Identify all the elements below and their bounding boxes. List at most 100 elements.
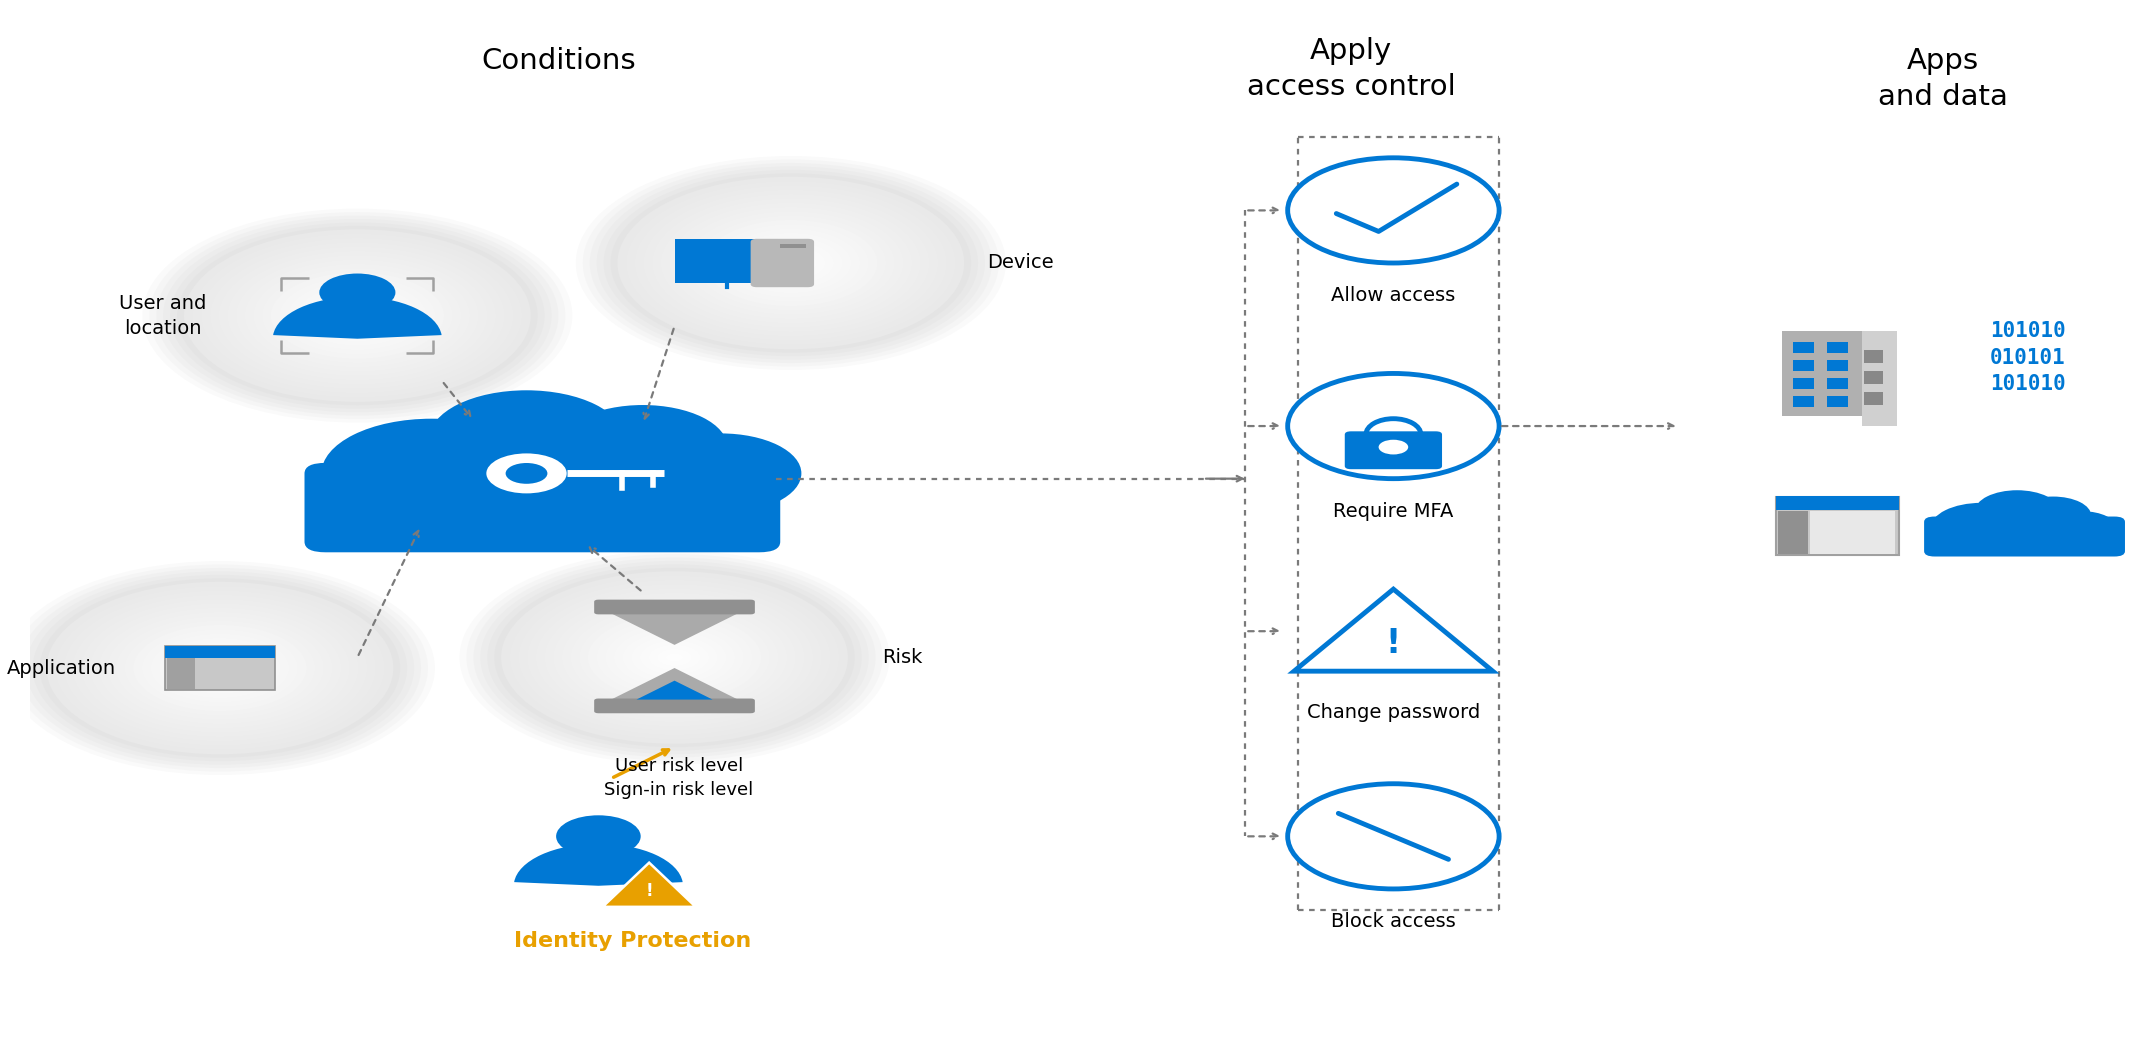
Circle shape <box>712 224 868 302</box>
Text: !: ! <box>645 882 654 901</box>
Circle shape <box>39 579 401 757</box>
Circle shape <box>583 160 999 366</box>
Polygon shape <box>611 668 738 700</box>
Circle shape <box>341 307 375 324</box>
Circle shape <box>502 571 847 744</box>
Text: Allow access: Allow access <box>1331 286 1456 305</box>
Circle shape <box>313 294 401 337</box>
Text: User and
location: User and location <box>120 294 206 338</box>
Text: Risk: Risk <box>881 648 922 667</box>
Circle shape <box>613 627 735 688</box>
Text: !: ! <box>1385 627 1400 661</box>
FancyBboxPatch shape <box>594 600 755 614</box>
FancyBboxPatch shape <box>1775 497 1900 510</box>
FancyBboxPatch shape <box>1827 396 1848 407</box>
Text: Block access: Block access <box>1331 912 1456 931</box>
Circle shape <box>605 623 744 692</box>
Circle shape <box>1289 784 1499 889</box>
Circle shape <box>639 641 710 674</box>
Circle shape <box>562 602 787 713</box>
Circle shape <box>506 463 547 484</box>
Circle shape <box>510 575 838 740</box>
Circle shape <box>570 606 778 709</box>
Circle shape <box>557 405 727 489</box>
Circle shape <box>480 561 868 754</box>
Circle shape <box>590 163 993 363</box>
Circle shape <box>279 277 435 355</box>
Circle shape <box>723 228 860 298</box>
Circle shape <box>184 651 255 685</box>
Circle shape <box>622 631 727 684</box>
Polygon shape <box>611 613 738 645</box>
Circle shape <box>210 242 504 389</box>
Circle shape <box>322 419 540 528</box>
FancyBboxPatch shape <box>1792 360 1814 371</box>
Circle shape <box>73 594 367 742</box>
Circle shape <box>519 580 830 735</box>
Circle shape <box>150 213 566 419</box>
Circle shape <box>219 246 495 385</box>
FancyBboxPatch shape <box>1863 350 1882 363</box>
FancyBboxPatch shape <box>780 244 806 248</box>
Circle shape <box>270 272 444 359</box>
Text: Change password: Change password <box>1308 703 1479 722</box>
Circle shape <box>660 198 920 328</box>
Circle shape <box>236 256 478 376</box>
Circle shape <box>474 558 875 757</box>
Circle shape <box>304 289 410 342</box>
Polygon shape <box>1295 589 1492 671</box>
Circle shape <box>81 599 358 737</box>
FancyBboxPatch shape <box>1923 517 2125 557</box>
Circle shape <box>332 303 384 328</box>
Circle shape <box>124 621 315 715</box>
FancyBboxPatch shape <box>167 658 195 689</box>
Circle shape <box>611 174 971 352</box>
Circle shape <box>553 598 795 717</box>
Circle shape <box>459 550 890 765</box>
FancyBboxPatch shape <box>165 646 274 690</box>
Circle shape <box>244 260 470 371</box>
Circle shape <box>169 222 545 409</box>
Circle shape <box>202 238 512 393</box>
Text: Application: Application <box>6 659 116 677</box>
Circle shape <box>587 614 761 701</box>
Circle shape <box>142 629 298 707</box>
Circle shape <box>617 177 965 349</box>
Polygon shape <box>602 863 695 907</box>
Circle shape <box>184 229 532 402</box>
Circle shape <box>2015 497 2090 534</box>
Text: User risk level
Sign-in risk level: User risk level Sign-in risk level <box>605 757 753 800</box>
Text: Conditions: Conditions <box>480 47 635 76</box>
Circle shape <box>262 268 452 363</box>
Circle shape <box>1930 503 2033 553</box>
Circle shape <box>107 612 332 724</box>
Circle shape <box>99 608 341 728</box>
FancyBboxPatch shape <box>304 463 780 552</box>
Circle shape <box>596 619 753 696</box>
FancyBboxPatch shape <box>165 646 274 658</box>
Circle shape <box>527 584 821 731</box>
Circle shape <box>1289 158 1499 263</box>
Circle shape <box>142 208 572 423</box>
Circle shape <box>150 633 289 703</box>
Circle shape <box>19 568 420 768</box>
Circle shape <box>678 207 903 319</box>
Circle shape <box>579 610 770 705</box>
Circle shape <box>686 211 894 315</box>
Circle shape <box>159 638 281 699</box>
Circle shape <box>116 616 324 720</box>
Circle shape <box>287 281 427 350</box>
Text: 101010
010101
101010: 101010 010101 101010 <box>1990 321 2065 394</box>
Circle shape <box>596 166 984 360</box>
FancyBboxPatch shape <box>1792 396 1814 407</box>
Circle shape <box>26 571 414 765</box>
Circle shape <box>765 250 817 276</box>
Circle shape <box>757 246 825 280</box>
Wedge shape <box>515 844 682 886</box>
FancyBboxPatch shape <box>1344 431 1443 469</box>
Circle shape <box>667 653 684 662</box>
FancyBboxPatch shape <box>750 239 815 287</box>
Circle shape <box>1379 440 1409 454</box>
Circle shape <box>157 216 557 416</box>
Circle shape <box>669 203 911 323</box>
